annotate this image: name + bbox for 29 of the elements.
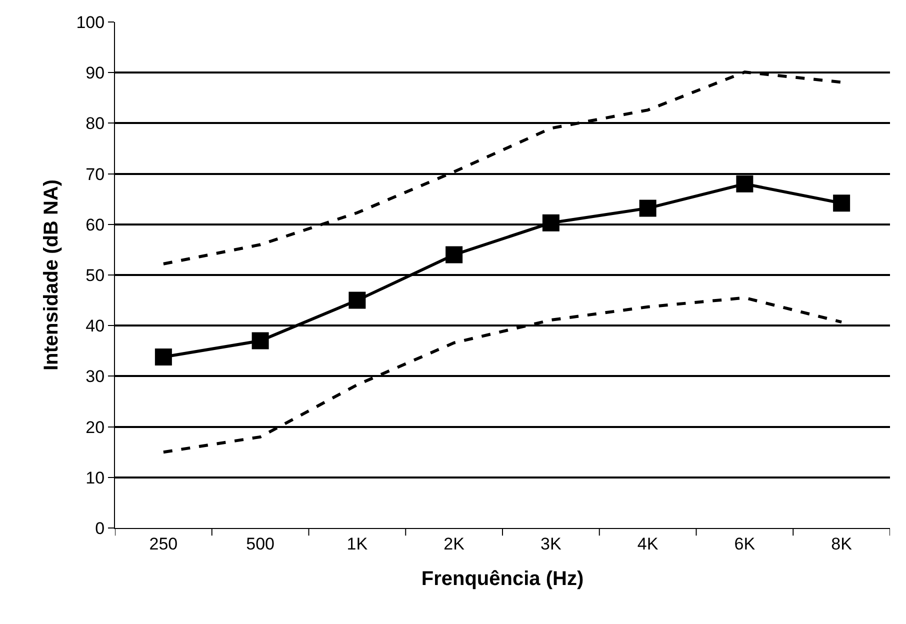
y-tick-label: 70 (86, 164, 105, 184)
y-tick-label: 100 (76, 12, 105, 32)
point (446, 246, 463, 264)
point (639, 200, 656, 217)
y-axis-title: Intensidade (dB NA) (40, 179, 63, 371)
x-tick-label: 250 (149, 534, 178, 554)
y-tick-label: 40 (86, 316, 105, 336)
x-tick-label: 8K (831, 534, 853, 554)
point (542, 214, 560, 232)
point (736, 175, 754, 192)
point (833, 194, 850, 212)
y-tick-label: 90 (86, 64, 105, 83)
x-tick-label: 2K (444, 534, 466, 554)
y-tick-label: 50 (86, 266, 105, 285)
x-tick-label: 500 (246, 534, 274, 554)
point (154, 348, 172, 366)
point (348, 292, 366, 309)
point (252, 332, 269, 350)
x-tick-label: 4K (637, 534, 659, 554)
y-tick-label: 0 (95, 518, 105, 538)
y-tick-label: 30 (86, 367, 105, 386)
y-tick-label: 60 (86, 215, 105, 234)
x-tick-label: 6K (734, 534, 756, 554)
x-tick-label: 1K (346, 534, 368, 554)
x-tick-label: 3K (540, 534, 562, 554)
y-tick-label: 80 (86, 114, 105, 134)
x-axis-title: Frenquência (Hz) (421, 568, 584, 590)
y-tick-label: 20 (86, 418, 105, 437)
y-tick-label: 10 (86, 468, 105, 488)
